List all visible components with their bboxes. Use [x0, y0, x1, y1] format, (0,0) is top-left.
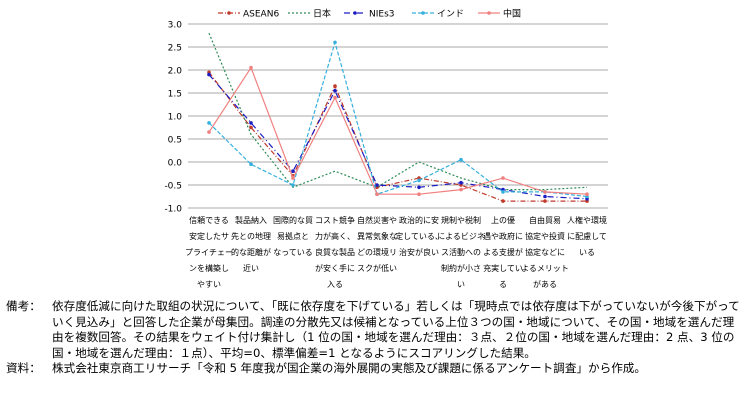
data-point: [543, 194, 547, 199]
legend-label: インド: [437, 10, 464, 20]
remarks-note: 備考： 依存度低減に向けた取組の状況について、「既に依存度を下げている」若しくは…: [6, 299, 741, 361]
series-line: [208, 66, 588, 195]
series-line: [208, 74, 588, 200]
series-line: [208, 71, 587, 202]
x-category-label: 自然災害や異常気象などの環境リスクが低い: [357, 215, 397, 273]
data-point: [249, 125, 253, 130]
data-point: [459, 180, 463, 185]
data-point: [585, 192, 589, 196]
y-gridlines: [188, 23, 608, 209]
remarks-label: 備考：: [6, 299, 41, 313]
legend-marker: [227, 11, 231, 15]
data-point: [249, 162, 253, 167]
data-point: [417, 185, 421, 190]
y-tick-label: -1.0: [164, 205, 182, 215]
remarks-text: 依存度低減に向けた取組の状況について、「既に依存度を下げている」若しくは「現時点…: [52, 299, 740, 360]
y-tick-label: 2.0: [168, 67, 183, 77]
data-point: [501, 176, 505, 180]
data-point: [417, 178, 421, 183]
data-point: [207, 130, 211, 134]
y-tick-label: 1.0: [168, 113, 183, 123]
legend-label: 中国: [503, 8, 521, 20]
data-point: [207, 121, 211, 125]
data-point: [459, 187, 463, 192]
x-axis-categories: 信頼できる安定したサプライチェーンを構築しやすい製品納入先との地理的な距離が近い…: [185, 215, 607, 289]
data-point: [375, 183, 379, 187]
data-point: [207, 72, 211, 77]
x-category-label: 上の優遇や政府による支援が充実している: [483, 215, 523, 289]
data-point: [333, 84, 337, 88]
x-category-label: 自由貿易協定や投資協定などによるメリットがある: [521, 215, 569, 289]
data-point: [333, 40, 337, 45]
data-point: [249, 65, 253, 70]
data-point: [249, 121, 253, 125]
x-category-label: 国際的な貿易拠点となっている: [273, 215, 313, 257]
data-point: [501, 190, 505, 194]
data-point: [333, 88, 337, 93]
data-point: [375, 192, 379, 196]
x-category-label: 人権や環境に配慮している: [567, 215, 607, 257]
y-axis-ticks: 3.0 2.5 2.0 1.5 1.0 0.5 0.0 -0.5 -1.0: [164, 21, 182, 215]
data-point: [291, 169, 295, 173]
legend-marker: [421, 11, 425, 15]
data-point: [543, 190, 547, 194]
chart-notes: 備考： 依存度低減に向けた取組の状況について、「既に依存度を下げている」若しくは…: [6, 299, 741, 377]
data-point: [459, 157, 463, 162]
legend-marker: [487, 11, 491, 15]
line-chart: ASEAN6 日本 NIEs3 インド 中国 3.0 2.5 2.0 1.5 1.0 0.5 0.0…: [164, 8, 608, 289]
data-point: [501, 199, 505, 203]
legend-label: NIEs3: [369, 10, 395, 20]
y-tick-label: 3.0: [168, 21, 183, 31]
data-point: [333, 95, 337, 100]
y-tick-label: 0.0: [168, 159, 183, 169]
data-point: [291, 183, 295, 187]
y-tick-label: 0.5: [168, 136, 182, 146]
x-category-label: 製品納入先との地理的な距離が近い: [231, 215, 271, 273]
source-note: 資料： 株式会社東京商工リサーチ「令和 5 年度我が国企業の海外展開の実態及び課…: [6, 361, 741, 377]
series-line: [208, 32, 588, 191]
y-tick-label: 2.5: [168, 44, 182, 54]
source-text: 株式会社東京商工リサーチ「令和 5 年度我が国企業の海外展開の実態及び課題に係る…: [52, 361, 646, 375]
x-category-label: コスト競争力が高く、良質な製品が安く手に入る: [315, 215, 355, 289]
legend-marker: [353, 11, 357, 15]
x-category-label: 信頼できる安定したサプライチェーンを構築しやすい: [185, 215, 233, 289]
x-category-label: 政治的に安定している、治安が良い: [395, 215, 443, 257]
data-point: [417, 192, 421, 196]
data-point: [291, 176, 295, 180]
series-line: [208, 40, 588, 198]
legend-label: ASEAN6: [243, 10, 279, 20]
source-label: 資料：: [6, 361, 41, 375]
y-tick-label: -0.5: [164, 182, 182, 192]
series-lines: [207, 32, 589, 203]
legend-label: 日本: [313, 8, 331, 20]
y-tick-label: 1.5: [168, 90, 182, 100]
x-category-label: 規制や税制によるビジネス活動への制約が小さい: [437, 215, 485, 289]
data-point: [543, 199, 547, 203]
chart-legend: ASEAN6 日本 NIEs3 インド 中国: [218, 8, 521, 20]
